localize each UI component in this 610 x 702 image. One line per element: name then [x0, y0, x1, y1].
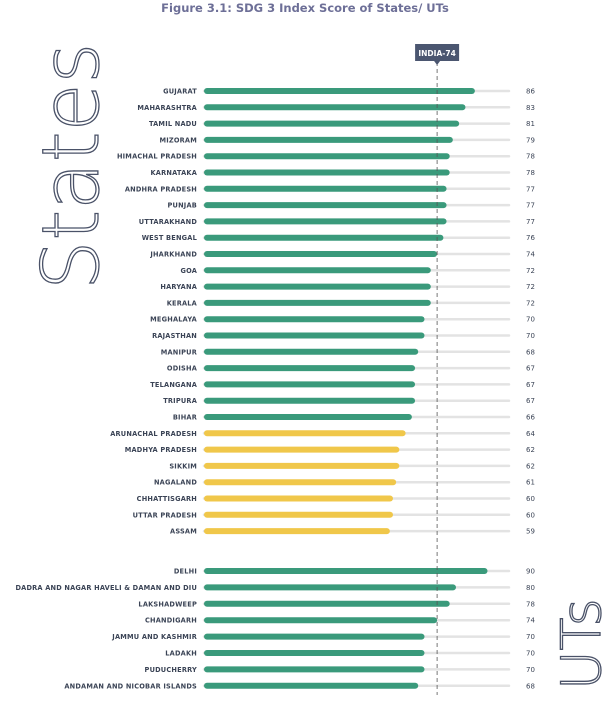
value-label: 66: [526, 414, 535, 422]
value-label: 70: [526, 633, 535, 641]
value-label: 67: [526, 381, 535, 389]
value-label: 68: [526, 348, 535, 356]
category-label: SIKKIM: [169, 462, 197, 470]
category-label: ANDAMAN AND NICOBAR ISLANDS: [64, 682, 197, 690]
category-label: CHANDIGARH: [145, 617, 197, 625]
category-label: MADHYA PRADESH: [125, 446, 197, 454]
category-label: MEGHALAYA: [150, 316, 198, 324]
category-label: CHHATTISGARH: [137, 495, 197, 503]
category-label: GOA: [180, 267, 197, 275]
category-label: DADRA AND NAGAR HAVELI & DAMAN AND DIU: [15, 584, 197, 592]
category-label: JHARKHAND: [149, 251, 197, 259]
category-label: ASSAM: [170, 528, 197, 536]
category-label: KARNATAKA: [151, 169, 198, 177]
value-label: 74: [526, 251, 535, 259]
category-label: ANDHRA PRADESH: [125, 185, 197, 193]
value-label: 70: [526, 666, 535, 674]
value-label: 78: [526, 169, 535, 177]
category-label: NAGALAND: [154, 479, 197, 487]
value-label: 61: [526, 479, 535, 487]
value-label: 77: [526, 218, 535, 226]
value-label: 67: [526, 365, 535, 373]
value-label: 62: [526, 462, 535, 470]
category-label: BIHAR: [173, 414, 197, 422]
india-tag-label: INDIA-74: [418, 49, 455, 58]
category-label: TRIPURA: [163, 397, 197, 405]
value-label: 60: [526, 511, 535, 519]
category-label: UTTARAKHAND: [139, 218, 198, 226]
category-label: PUNJAB: [168, 202, 198, 210]
category-label: LAKSHADWEEP: [138, 600, 197, 608]
category-label: HIMACHAL PRADESH: [117, 153, 197, 161]
value-label: 80: [526, 584, 535, 592]
value-label: 81: [526, 120, 535, 128]
value-label: 86: [526, 88, 535, 96]
value-label: 64: [526, 430, 535, 438]
category-label: PUDUCHERRY: [145, 666, 197, 674]
value-label: 60: [526, 495, 535, 503]
value-label: 70: [526, 316, 535, 324]
india-tag-pointer: [434, 61, 441, 65]
value-label: 70: [526, 650, 535, 658]
value-label: 72: [526, 299, 535, 307]
category-label: HARYANA: [160, 283, 197, 291]
category-label: LADAKH: [165, 650, 197, 658]
category-label: GUJARAT: [163, 88, 197, 96]
value-label: 77: [526, 185, 535, 193]
value-label: 83: [526, 104, 535, 112]
category-label: KERALA: [167, 299, 198, 307]
category-label: TAMIL NADU: [149, 120, 197, 128]
value-label: 72: [526, 267, 535, 275]
category-label: ODISHA: [167, 365, 198, 373]
value-label: 79: [526, 136, 535, 144]
value-label: 62: [526, 446, 535, 454]
value-label: 78: [526, 600, 535, 608]
value-label: 74: [526, 617, 535, 625]
value-label: 90: [526, 568, 535, 576]
value-label: 76: [526, 234, 535, 242]
category-label: DELHI: [174, 568, 197, 576]
group-label-states: States: [27, 43, 117, 290]
value-label: 70: [526, 332, 535, 340]
value-label: 77: [526, 202, 535, 210]
group-label-uts: UTs: [550, 598, 610, 690]
value-label: 68: [526, 682, 535, 690]
value-label: 67: [526, 397, 535, 405]
category-label: MIZORAM: [159, 136, 197, 144]
category-label: RAJASTHAN: [152, 332, 197, 340]
category-label: ARUNACHAL PRADESH: [110, 430, 197, 438]
india-tag: [415, 44, 460, 61]
category-label: MAHARASHTRA: [137, 104, 197, 112]
chart-title: Figure 3.1: SDG 3 Index Score of States/…: [161, 1, 449, 15]
value-label: 59: [526, 528, 535, 536]
value-label: 78: [526, 153, 535, 161]
category-label: UTTAR PRADESH: [133, 511, 197, 519]
value-label: 72: [526, 283, 535, 291]
category-label: WEST BENGAL: [142, 234, 198, 242]
category-label: JAMMU AND KASHMIR: [111, 633, 197, 641]
category-label: TELANGANA: [150, 381, 197, 389]
category-label: MANIPUR: [161, 348, 197, 356]
